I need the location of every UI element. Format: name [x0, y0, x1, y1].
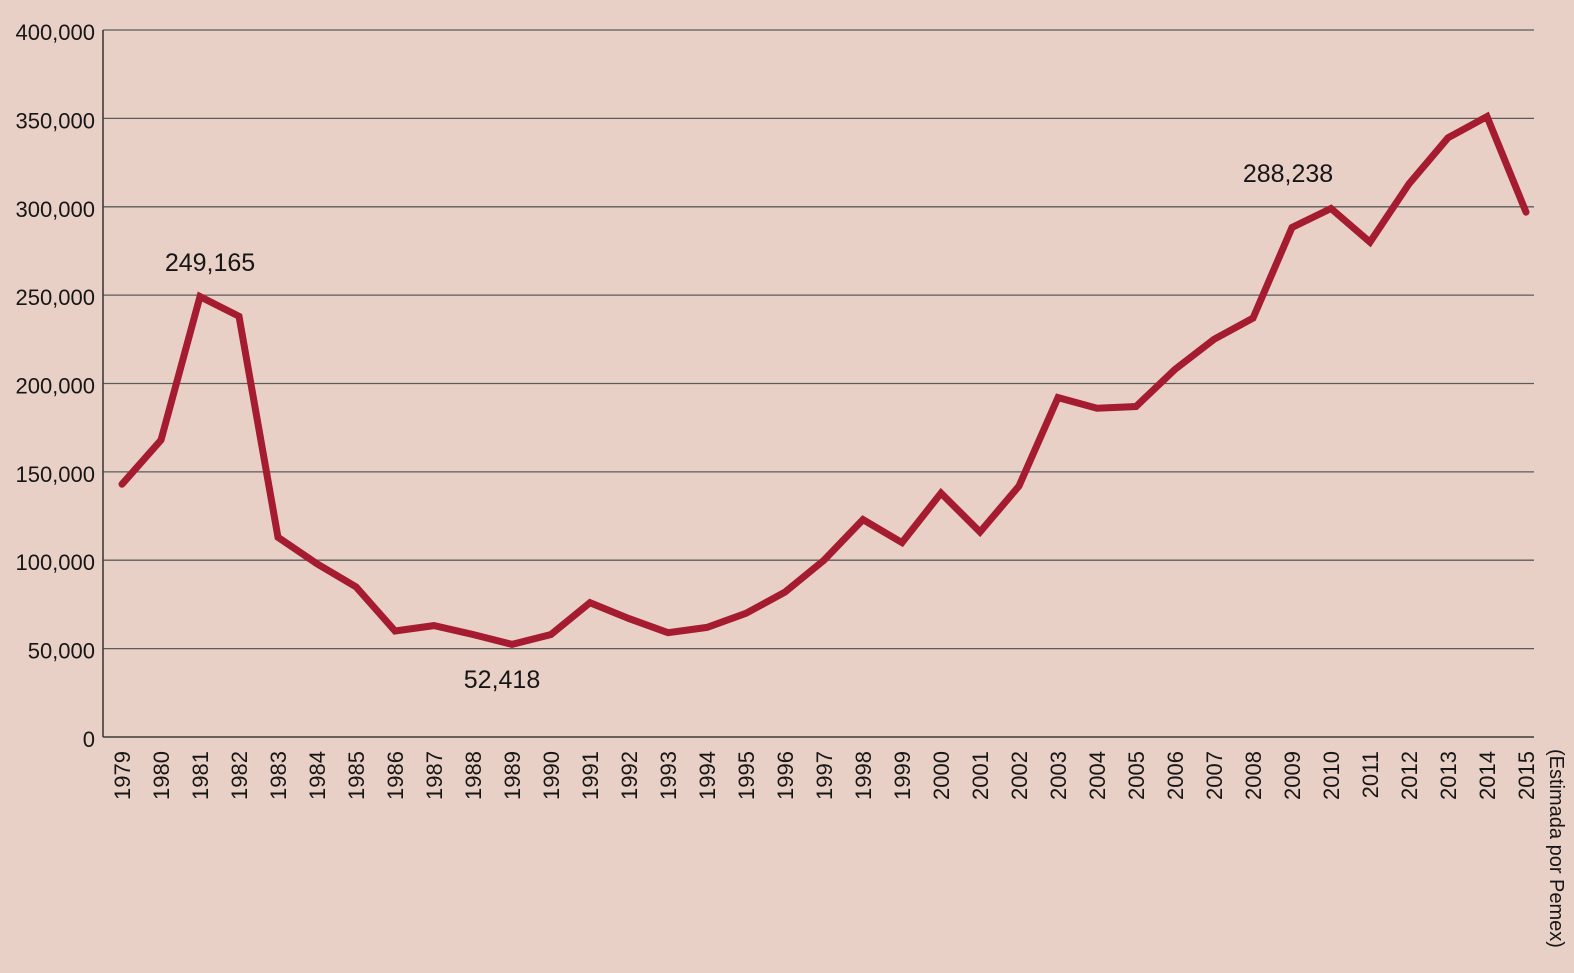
svg-text:2006: 2006 [1163, 751, 1188, 800]
svg-text:1988: 1988 [461, 751, 486, 800]
svg-text:2000: 2000 [929, 751, 954, 800]
svg-text:400,000: 400,000 [15, 20, 95, 45]
svg-text:350,000: 350,000 [15, 108, 95, 133]
svg-text:1990: 1990 [539, 751, 564, 800]
svg-text:1986: 1986 [383, 751, 408, 800]
svg-text:1992: 1992 [617, 751, 642, 800]
svg-text:250,000: 250,000 [15, 285, 95, 310]
svg-text:1980: 1980 [149, 751, 174, 800]
svg-text:2002: 2002 [1007, 751, 1032, 800]
svg-text:1981: 1981 [188, 751, 213, 800]
svg-text:1998: 1998 [851, 751, 876, 800]
svg-text:288,238: 288,238 [1243, 160, 1333, 188]
svg-text:1979: 1979 [110, 751, 135, 800]
svg-text:2007: 2007 [1202, 751, 1227, 800]
svg-text:2013: 2013 [1436, 751, 1461, 800]
svg-text:2010: 2010 [1319, 751, 1344, 800]
svg-text:2004: 2004 [1085, 751, 1110, 800]
svg-text:1997: 1997 [812, 751, 837, 800]
svg-text:2003: 2003 [1046, 751, 1071, 800]
svg-text:2008: 2008 [1241, 751, 1266, 800]
svg-text:1999: 1999 [890, 751, 915, 800]
svg-text:2001: 2001 [968, 751, 993, 800]
svg-text:50,000: 50,000 [28, 639, 95, 664]
svg-text:0: 0 [83, 727, 95, 752]
svg-text:1985: 1985 [344, 751, 369, 800]
svg-text:2009: 2009 [1280, 751, 1305, 800]
svg-text:150,000: 150,000 [15, 462, 95, 487]
svg-text:2011: 2011 [1358, 751, 1383, 798]
svg-text:200,000: 200,000 [15, 374, 95, 399]
svg-text:249,165: 249,165 [165, 249, 255, 277]
svg-text:1991: 1991 [578, 751, 603, 800]
svg-text:1983: 1983 [266, 751, 291, 800]
svg-text:2015: 2015 [1514, 751, 1539, 800]
svg-text:1994: 1994 [695, 751, 720, 800]
svg-text:100,000: 100,000 [15, 550, 95, 575]
svg-text:1984: 1984 [305, 751, 330, 800]
svg-text:1993: 1993 [656, 751, 681, 800]
svg-text:1995: 1995 [734, 751, 759, 800]
svg-text:(Estimada por Pemex): (Estimada por Pemex) [1545, 749, 1567, 948]
svg-text:1989: 1989 [500, 751, 525, 800]
svg-text:300,000: 300,000 [15, 197, 95, 222]
svg-text:2005: 2005 [1124, 751, 1149, 800]
svg-text:2012: 2012 [1397, 751, 1422, 800]
svg-text:1996: 1996 [773, 751, 798, 800]
svg-text:1982: 1982 [227, 751, 252, 800]
svg-text:2014: 2014 [1475, 751, 1500, 800]
svg-text:52,418: 52,418 [464, 666, 540, 694]
svg-text:1987: 1987 [422, 751, 447, 800]
